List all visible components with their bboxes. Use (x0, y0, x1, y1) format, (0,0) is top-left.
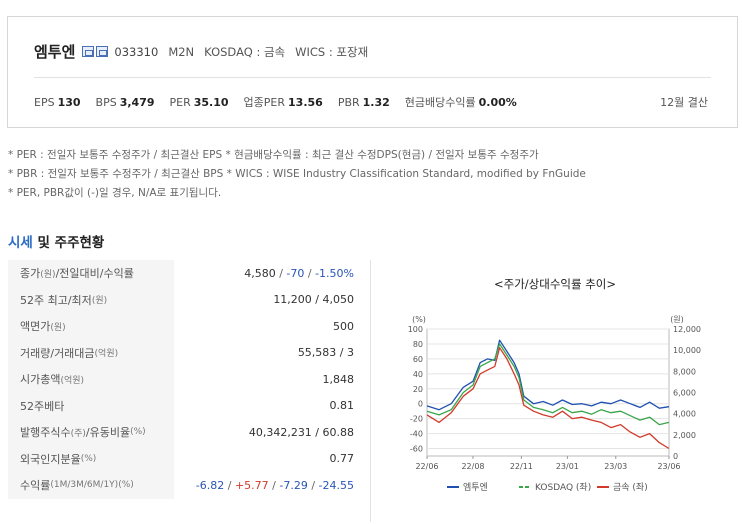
y-tick-label-left: 60 (413, 355, 423, 364)
footnotes: * PER : 전일자 보통주 수정주가 / 최근결산 EPS * 현금배당수익… (8, 146, 586, 203)
y-tick-label-left: 80 (413, 340, 423, 349)
metric-per: PER 35.10 (169, 96, 229, 109)
table-row: 외국인지분율 (%) 0.77 (8, 445, 370, 472)
returns-value: -6.82 / +5.77 / -7.29 / -24.55 (195, 478, 354, 492)
left-axis-unit: (%) (412, 315, 426, 324)
legend-label: 금속 (좌) (613, 482, 648, 493)
table-row: 종가 (원)/전일대비/수익률 4,580 / -70 / -1.50% (8, 260, 370, 287)
y-tick-label-left: -20 (410, 415, 423, 424)
x-tick-label: 22/06 (415, 462, 438, 471)
series-line-KOSDAQ좌 (426, 343, 670, 426)
metric-eps: EPS 130 (34, 96, 81, 109)
y-tick-label-left: -40 (410, 430, 423, 439)
table-row: 52주베타 0.81 (8, 392, 370, 419)
y-tick-label-right: 0 (673, 452, 678, 461)
company-name: 엠투엔 (34, 43, 76, 61)
x-tick-label: 22/11 (510, 462, 533, 471)
company-english-name: M2N (168, 44, 195, 59)
table-row: 수익률 (1M/3M/6M/1Y)(%) -6.82 / +5.77 / -7.2… (8, 472, 370, 499)
y-tick-label-right: 4,000 (673, 410, 696, 419)
company-header: 엠투엔 033310 M2N KOSDAQ : 금속 WICS : 포장재 (34, 41, 368, 62)
table-row: 52주 최고/최저 (원) 11,200 / 4,050 (8, 286, 370, 313)
market-sector: KOSDAQ : 금속 (204, 44, 286, 59)
report-icon[interactable] (82, 46, 95, 57)
y-tick-label-right: 10,000 (673, 346, 701, 355)
x-tick-label: 22/08 (461, 462, 484, 471)
y-tick-label-right: 2,000 (673, 431, 696, 440)
price-shareholder-table: 종가 (원)/전일대비/수익률 4,580 / -70 / -1.50% 52주 … (8, 260, 370, 499)
chart-panel: <주가/상대수익률 추이> 100 80 60 40 20 0 -20 -40 -60 12,00… (370, 260, 738, 522)
report-icon-2[interactable] (96, 46, 109, 57)
table-row: 발행주식수 (주)/유동비율 (%) 40,342,231 / 60.88 (8, 419, 370, 446)
x-tick-label: 23/06 (657, 462, 680, 471)
wics-sector: WICS : 포장재 (295, 44, 369, 59)
metric-pbr: PBR 1.32 (337, 96, 390, 109)
y-tick-label-right: 12,000 (673, 325, 701, 334)
table-row: 거래량/거래대금 (억원) 55,583 / 3 (8, 339, 370, 366)
y-tick-label-right: 6,000 (673, 389, 696, 398)
metrics-row: EPS 130 BPS 3,479 PER 35.10 업종PER 13.56 PBR 1… (34, 94, 532, 110)
y-tick-label-left: 0 (418, 400, 423, 409)
table-row: 시가총액 (억원) 1,848 (8, 366, 370, 393)
x-tick-label: 23/01 (556, 462, 579, 471)
legend-label: KOSDAQ (좌) (535, 482, 591, 493)
right-axis-unit: (원) (670, 315, 684, 324)
section-title: 시세 및 주주현황 (8, 235, 105, 251)
price-value: 4,580 / -70 / -1.50% (244, 266, 354, 280)
series-line-엠투엔 (426, 339, 670, 411)
y-tick-label-right: 8,000 (673, 367, 696, 376)
legend-label: 엠투엔 (463, 481, 488, 493)
company-summary-box: 엠투엔 033310 M2N KOSDAQ : 금속 WICS : 포장재 EP… (7, 16, 738, 128)
settlement-month: 12월 결산 (660, 96, 708, 109)
series-line-금속좌 (426, 347, 670, 450)
relative-return-chart: 100 80 60 40 20 0 -20 -40 -60 12,000 10,000 8,000 6,… (408, 315, 701, 493)
divider (34, 77, 711, 78)
y-tick-label-left: 40 (413, 370, 423, 379)
footnote: * PER : 전일자 보통주 수정주가 / 최근결산 EPS * 현금배당수익… (8, 149, 539, 161)
metric-sector-per: 업종PER 13.56 (243, 96, 323, 109)
table-row: 액면가 (원) 500 (8, 313, 370, 340)
stock-code: 033310 (114, 44, 159, 59)
y-tick-label-left: 100 (408, 325, 423, 334)
x-tick-label: 23/03 (604, 462, 627, 471)
y-tick-label-left: -60 (410, 445, 423, 454)
y-tick-label-left: 20 (413, 385, 423, 394)
footnote: * PBR : 전일자 보통주 수정주가 / 최근결산 BPS * WICS :… (8, 168, 586, 180)
chart-title: <주가/상대수익률 추이> (493, 277, 617, 291)
metric-bps: BPS 3,479 (95, 96, 155, 109)
metric-dividend-yield: 현금배당수익률 0.00% (404, 96, 517, 109)
footnote: * PER, PBR값이 (-)일 경우, N/A로 표기됩니다. (8, 187, 222, 199)
